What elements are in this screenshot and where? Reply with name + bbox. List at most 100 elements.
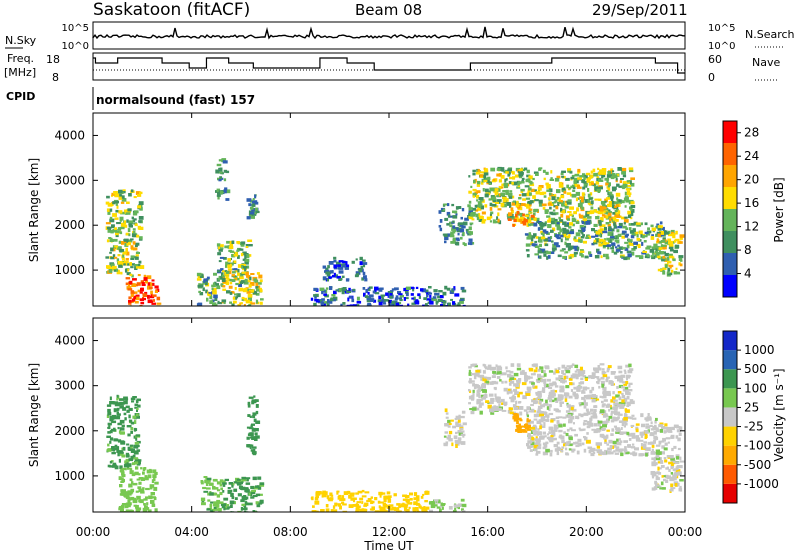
power-cell-14 [662,267,667,270]
velocity-cell-3 [241,476,247,481]
power-cell-0 [132,241,136,245]
power-colorbar-segment [723,275,737,297]
power-cell-10 [508,196,513,199]
power-cell-0 [132,212,138,216]
velocity-cell-1 [151,479,155,483]
velocity-cell-1 [144,475,148,479]
power-cell-13 [560,238,563,243]
velocity-cell-11 [670,435,674,439]
power-cell-10 [483,179,488,183]
power-cell-10 [538,167,542,171]
velocity-cell-0 [132,454,136,459]
power-cell-5 [229,301,232,304]
velocity-cell-8 [489,401,494,404]
velocity-cell-8 [598,367,602,371]
velocity-cell-8 [535,393,539,396]
power-cell-1 [132,278,137,281]
velocity-cell-10 [593,423,598,427]
velocity-cell-10 [655,417,658,421]
power-cell-10 [509,190,513,193]
power-cell-10 [489,183,492,185]
velocity-cell-0 [136,407,139,410]
velocity-cell-11 [676,429,682,433]
power-cell-3 [224,187,228,191]
velocity-cell-11 [670,472,673,475]
power-cell-9 [444,217,448,221]
power-cell-10 [629,206,632,210]
velocity-cell-8 [509,374,514,378]
power-cell-10 [626,190,631,195]
velocity-cell-8 [543,383,547,386]
power-cell-10 [555,205,559,210]
velocity-cell-8 [591,394,596,398]
velocity-cell-8 [518,378,522,381]
velocity-cell-4 [247,401,251,406]
power-cell-13 [596,248,600,253]
velocity-cell-1 [138,500,142,503]
power-cell-10 [598,220,602,224]
power-cell-13 [565,244,570,248]
velocity-colorbar-label: Velocity [m s⁻¹] [772,368,786,461]
velocity-cell-2 [209,492,214,496]
power-cell-10 [517,181,522,185]
velocity-cell-10 [542,446,547,450]
power-cell-8 [344,264,350,268]
power-cell-13 [525,249,530,252]
power-cell-10 [546,185,551,189]
velocity-cell-4 [248,396,254,399]
power-cell-10 [492,199,497,202]
velocity-cell-3 [237,479,242,483]
power-cell-0 [121,241,125,245]
power-cell-1 [147,294,150,299]
velocity-cell-3 [254,485,259,488]
power-cell-7 [399,294,404,298]
power-cell-10 [520,181,525,184]
power-cell-5 [221,278,226,282]
velocity-cell-0 [118,458,121,463]
velocity-cell-7 [462,422,467,426]
velocity-cell-0 [121,424,125,427]
power-cell-10 [565,177,570,181]
power-cell-3 [216,163,222,167]
power-cell-13 [606,237,610,241]
velocity-cell-8 [597,378,601,382]
velocity-cell-10 [635,423,640,426]
velocity-cell-8 [547,397,552,400]
velocity-cell-8 [473,375,477,380]
velocity-cell-7 [445,416,449,419]
velocity-cell-10 [592,451,596,454]
power-cell-7 [321,289,326,293]
velocity-cell-8 [527,389,531,393]
power-cell-13 [535,236,539,239]
power-cell-7 [418,295,421,299]
velocity-cell-8 [548,386,553,389]
power-cell-13 [524,233,529,236]
power-cell-8 [333,259,337,263]
power-cell-13 [573,245,579,249]
power-cell-10 [615,192,621,197]
velocity-cell-10 [617,428,621,432]
velocity-cell-9 [515,424,521,428]
velocity-cell-6 [453,504,459,508]
power-cell-13 [606,244,611,247]
velocity-cell-1 [140,491,145,494]
power-cell-4 [229,242,233,246]
power-cell-13 [621,235,625,239]
velocity-cell-0 [119,398,124,401]
power-cell-3 [223,169,228,173]
power-cell-0 [113,229,118,233]
power-cell-14 [667,267,671,272]
velocity-colorbar-tick-label: -100 [744,439,771,453]
velocity-cell-10 [653,430,657,435]
velocity-cell-10 [563,443,567,447]
power-cell-7 [457,302,460,305]
power-cell-2 [212,282,216,286]
velocity-cell-8 [562,373,566,376]
velocity-cell-8 [503,401,508,405]
power-cell-8 [325,267,329,271]
velocity-cell-7 [443,443,448,447]
velocity-cell-10 [560,449,564,453]
power-cell-10 [628,214,631,219]
power-cell-13 [600,255,603,259]
velocity-cell-8 [564,375,569,380]
